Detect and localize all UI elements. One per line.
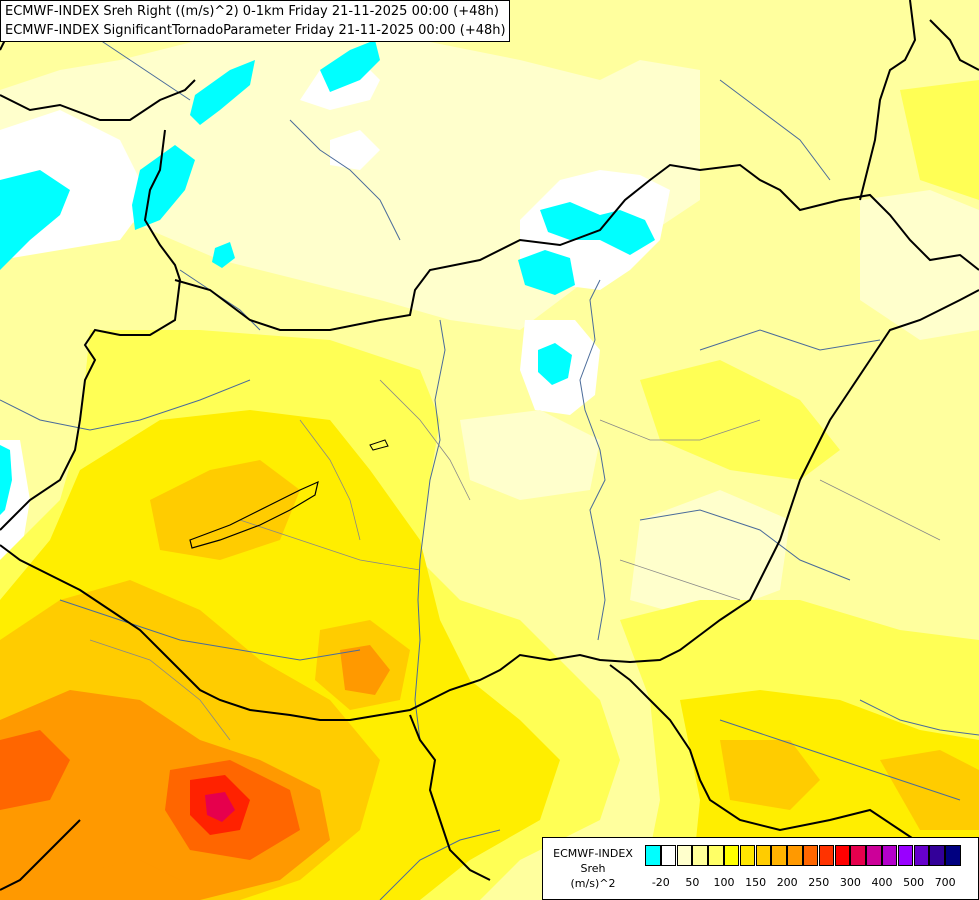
field-cyan-areas xyxy=(0,40,655,515)
legend-swatch xyxy=(755,845,772,866)
legend-tick-labels: -20 50 100 150 200 250 300 400 500 700 xyxy=(645,876,970,890)
legend-swatches xyxy=(645,845,961,866)
title-line-1: ECMWF-INDEX Sreh Right ((m/s)^2) 0-1km F… xyxy=(5,4,499,19)
legend-swatch xyxy=(802,845,819,866)
legend-swatch xyxy=(897,845,914,866)
legend-tick-label: 500 xyxy=(903,876,925,889)
legend-swatch xyxy=(834,845,851,866)
legend-swatch xyxy=(660,845,677,866)
color-legend: ECMWF-INDEX Sreh (m/s)^2 -20 50 100 150 200 2… xyxy=(542,837,979,900)
legend-title-line-3: (m/s)^2 xyxy=(570,877,616,890)
legend-tick-label: 50 xyxy=(685,876,700,889)
legend-swatch xyxy=(708,845,724,866)
legend-title: ECMWF-INDEX Sreh (m/s)^2 xyxy=(547,846,639,891)
legend-tick-label: 300 xyxy=(839,876,861,889)
field-warm-areas xyxy=(0,80,979,900)
legend-tick-label: 200 xyxy=(776,876,798,889)
legend-swatch xyxy=(850,845,866,866)
legend-tick-label: 150 xyxy=(745,876,767,889)
small-lake xyxy=(369,439,389,451)
legend-swatch xyxy=(787,845,803,866)
legend-tick-label: 400 xyxy=(871,876,893,889)
legend-title-line-1: ECMWF-INDEX xyxy=(553,847,633,860)
legend-swatch xyxy=(881,845,898,866)
legend-title-line-2: Sreh xyxy=(580,862,606,875)
regional-borders xyxy=(89,379,941,741)
legend-swatch xyxy=(692,845,708,866)
legend-swatch xyxy=(723,845,740,866)
legend-tick-label: 250 xyxy=(808,876,830,889)
title-line-2: ECMWF-INDEX SignificantTornadoParameter … xyxy=(5,23,506,38)
legend-swatch xyxy=(645,845,661,866)
legend-swatch xyxy=(913,845,930,866)
map-title-box: ECMWF-INDEX Sreh Right ((m/s)^2) 0-1km F… xyxy=(0,0,510,42)
rivers xyxy=(0,39,979,900)
legend-swatch xyxy=(676,845,693,866)
legend-tick-label: -20 xyxy=(651,876,670,889)
legend-swatch xyxy=(739,845,756,866)
legend-tick-label: 700 xyxy=(934,876,956,889)
legend-tick-label: 100 xyxy=(713,876,735,889)
legend-swatch xyxy=(866,845,882,866)
legend-swatch xyxy=(945,845,961,866)
legend-swatch xyxy=(818,845,835,866)
legend-swatch xyxy=(771,845,787,866)
legend-swatch xyxy=(929,845,945,866)
lake-outline xyxy=(189,480,319,549)
